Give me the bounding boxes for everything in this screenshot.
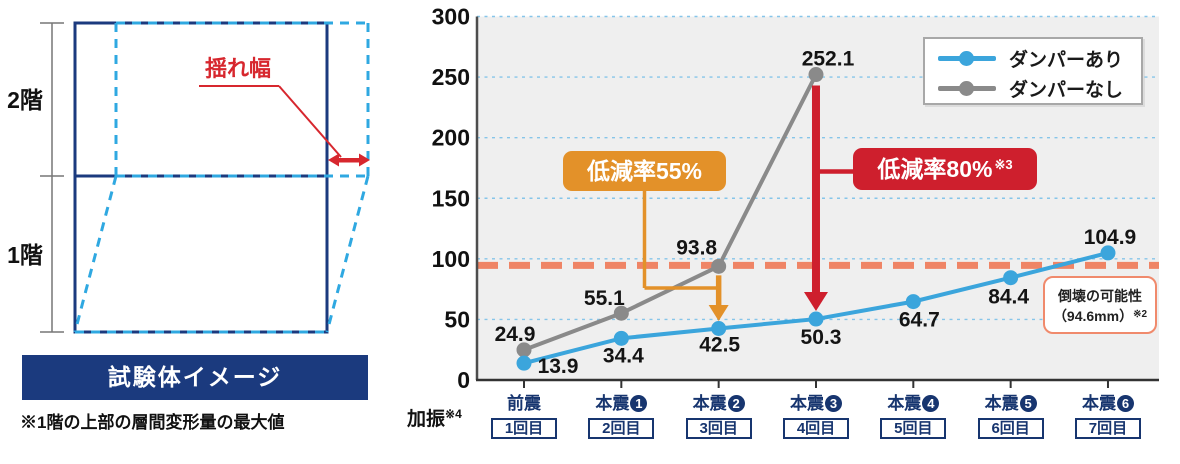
x-category-number: 2 xyxy=(727,395,745,412)
deformed-frame xyxy=(73,21,370,334)
x-axis-title-text: 加振 xyxy=(407,409,446,430)
data-point xyxy=(905,294,921,310)
x-category-trial-box: 2回目 xyxy=(588,418,655,439)
data-label: 24.9 xyxy=(495,323,536,346)
floor1-label: 1階 xyxy=(7,242,43,268)
diagram-footnote: ※1階の上部の層間変形量の最大値 xyxy=(20,413,285,432)
data-point xyxy=(808,311,824,327)
data-point xyxy=(711,321,727,337)
data-label: 84.4 xyxy=(988,286,1029,309)
data-label: 93.8 xyxy=(676,236,717,259)
floor2-label: 2階 xyxy=(7,87,43,113)
x-category-number: 3 xyxy=(824,395,842,412)
x-category-2: 本震 1 2回目 xyxy=(576,389,666,439)
legend-marker-with-damper xyxy=(938,50,996,67)
red-arrow-head xyxy=(803,292,828,311)
legend-label-with-damper: ダンパーあり xyxy=(1009,49,1124,71)
x-category-6: 本震 5 6回目 xyxy=(966,389,1056,439)
series-line xyxy=(523,73,818,352)
x-category-label: 本震 5 xyxy=(966,389,1056,414)
data-point xyxy=(1003,270,1019,286)
diagram-caption-banner: 試験体イメージ xyxy=(22,355,368,400)
orange-arrow-head xyxy=(708,305,729,321)
x-category-trial-box: 5回目 xyxy=(880,418,947,439)
sway-double-arrow xyxy=(328,153,370,167)
data-point xyxy=(613,305,629,321)
y-tick-label: 250 xyxy=(432,64,470,90)
x-category-number: 5 xyxy=(1019,395,1037,412)
chart-legend: ダンパーあり ダンパーなし xyxy=(923,37,1143,105)
x-category-trial-box: 4回目 xyxy=(782,418,849,439)
x-category-number: 6 xyxy=(1116,395,1134,412)
x-category-label: 本震 3 xyxy=(771,389,861,414)
collapse-threshold-note: ※2 xyxy=(1133,309,1148,320)
x-category-label: 本震 6 xyxy=(1063,389,1153,414)
data-label: 252.1 xyxy=(802,48,855,71)
x-axis-title-note: ※4 xyxy=(445,407,462,421)
x-category-3: 本震 2 3回目 xyxy=(674,389,764,439)
reduction-80-text: 低減率80% xyxy=(877,156,993,182)
legend-marker-without-damper xyxy=(938,80,996,97)
data-label: 13.9 xyxy=(538,355,579,378)
x-axis-title: 加振※4 xyxy=(407,404,462,431)
data-point xyxy=(1100,245,1116,261)
y-tick-label: 50 xyxy=(444,306,470,332)
x-category-number: 1 xyxy=(630,395,648,412)
y-tick-label: 300 xyxy=(432,4,470,30)
reduction-55-badge: 低減率55% xyxy=(563,151,726,191)
x-category-label: 前震 xyxy=(507,394,541,413)
data-label: 64.7 xyxy=(899,309,940,332)
x-category-label: 本震 2 xyxy=(674,389,764,414)
data-point xyxy=(711,258,727,274)
collapse-threshold-box: 倒壊の可能性 （94.6mm）※2 xyxy=(1043,276,1157,334)
x-category-1: 前震 1回目 xyxy=(479,389,569,439)
x-category-trial-box: 6回目 xyxy=(977,418,1044,439)
collapse-threshold-line2: （94.6mm） xyxy=(1052,308,1134,324)
sway-width-label: 揺れ幅 xyxy=(205,56,271,81)
data-label: 104.9 xyxy=(1084,226,1137,249)
x-category-5: 本震 4 5回目 xyxy=(868,389,958,439)
data-label: 34.4 xyxy=(603,344,644,367)
y-tick-label: 0 xyxy=(457,367,470,393)
x-category-7: 本震 6 7回目 xyxy=(1063,389,1153,439)
data-point xyxy=(516,355,532,371)
y-tick-label: 200 xyxy=(432,125,470,151)
sway-leader-line xyxy=(199,85,342,158)
x-category-number: 4 xyxy=(922,395,940,412)
data-label: 55.1 xyxy=(584,287,625,310)
reduction-80-note: ※3 xyxy=(994,157,1013,172)
x-category-trial-box: 1回目 xyxy=(491,418,557,439)
floor-bracket xyxy=(40,22,64,333)
legend-item-without-damper: ダンパーなし xyxy=(925,73,1141,103)
y-tick-label: 100 xyxy=(432,246,470,272)
x-category-trial-box: 3回目 xyxy=(685,418,752,439)
x-category-label: 本震 4 xyxy=(868,389,958,414)
x-category-label: 本震 1 xyxy=(576,389,666,414)
reduction-55-text: 低減率55% xyxy=(586,158,703,184)
data-label: 50.3 xyxy=(801,326,842,349)
legend-label-without-damper: ダンパーなし xyxy=(1009,79,1124,101)
data-point xyxy=(808,67,824,83)
x-category-trial-box: 7回目 xyxy=(1074,418,1141,439)
legend-item-with-damper: ダンパーあり xyxy=(925,43,1141,73)
data-label: 42.5 xyxy=(699,334,740,357)
y-tick-label: 150 xyxy=(432,185,470,211)
x-category-4: 本震 3 4回目 xyxy=(771,389,861,439)
collapse-threshold-line1: 倒壊の可能性 xyxy=(1058,288,1142,304)
test-specimen-diagram: 2階 1階 揺れ幅 xyxy=(7,21,370,334)
data-point xyxy=(516,342,532,358)
data-point xyxy=(613,330,629,346)
reduction-80-badge: 低減率80% ※3 xyxy=(853,148,1037,190)
